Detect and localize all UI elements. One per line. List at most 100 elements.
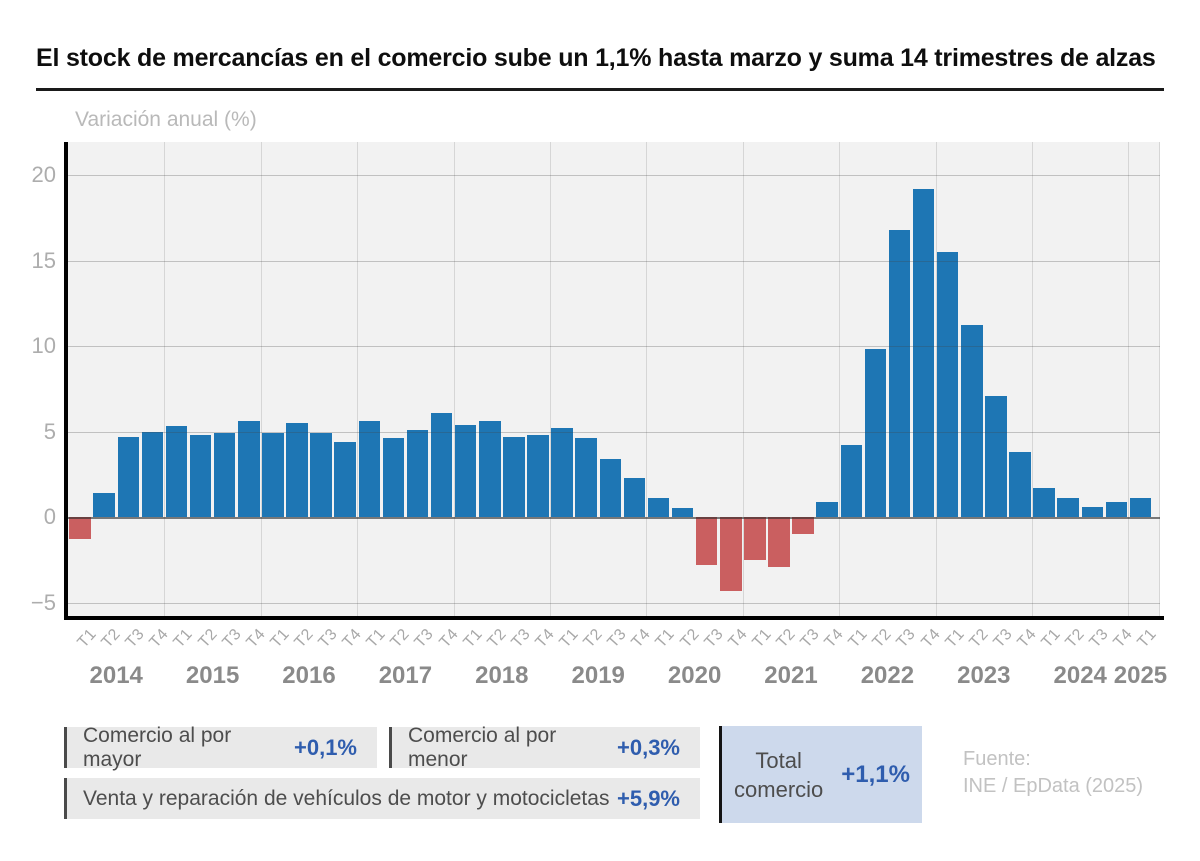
x-tick-label: T2 [677,626,703,652]
x-tick-label: T3 [219,626,245,652]
legend-badge-comercio-mayor: Comercio al por mayor +0,1% [64,724,377,771]
source-attribution: Fuente: INE / EpData (2025) [963,746,1143,800]
gridline [68,175,1160,176]
x-tick-label: T2 [580,626,606,652]
x-tick-label: T1 [652,626,679,652]
bar [768,517,790,567]
bar [816,501,838,517]
x-tick-label: T1 [74,626,100,652]
bar [744,517,766,560]
bar [575,438,597,517]
legend-badge-total-comercio: Total comercio +1,1% [719,726,922,823]
badge-label: Comercio al por menor [408,723,557,771]
bar [888,229,911,517]
year-gridline [1032,142,1033,618]
bar [189,434,212,517]
bar [840,445,862,517]
bar [671,508,694,517]
x-tick-label: T2 [484,626,510,652]
bar [117,436,139,517]
bar [93,493,115,517]
bar [479,421,501,517]
source-line: Fuente: [963,748,1031,770]
year-gridline [550,142,551,618]
x-tick-label: T1 [363,626,389,652]
gridline [68,346,1160,347]
bar [310,433,332,517]
bar [912,188,935,517]
badge-value: +0,1% [294,734,357,760]
y-axis-title: Variación anual (%) [75,108,257,131]
year-label: 2022 [860,662,915,689]
y-tick-label: 0 [43,504,56,529]
bar [792,517,814,535]
bar [599,458,621,517]
bar [1009,452,1031,517]
bar [358,421,380,517]
bar [864,349,887,517]
bar [213,433,236,517]
bar [238,421,260,517]
x-tick-label: T4 [918,626,944,652]
x-tick-label: T4 [243,626,269,652]
x-tick-label: T4 [821,626,847,652]
year-label: 2023 [957,662,1011,689]
year-label: 2025 [1113,662,1168,689]
year-label: 2024 [1053,662,1107,689]
x-tick-label: T2 [869,626,895,652]
legend-badge-comercio-menor: Comercio al por menor +0,3% [389,724,700,771]
plot-area [68,142,1160,618]
x-tick-label: T2 [195,626,221,652]
x-tick-label: T1 [942,626,968,652]
x-tick-label: T3 [797,626,823,652]
x-tick-label: T4 [1014,626,1040,652]
x-tick-label: T1 [749,626,775,652]
bar [430,412,453,517]
bar [985,395,1007,517]
x-tick-label: T3 [893,626,920,652]
x-axis-spine [64,616,1164,620]
year-gridline [164,142,166,618]
year-label: 2014 [89,662,143,689]
x-tick-label: T4 [628,626,654,652]
bar [286,422,308,517]
year-label: 2015 [185,662,240,689]
x-tick-label: T4 [532,626,558,652]
legend-badge-venta-vehiculos: Venta y reparación de vehículos de motor… [64,778,700,819]
year-gridline [935,142,937,618]
x-tick-label: T1 [845,626,871,652]
bar [1105,501,1128,517]
y-axis-spine [64,142,68,620]
bar [527,434,549,517]
x-tick-label: T1 [170,626,197,652]
year-label: 2018 [475,662,529,689]
bar [454,424,477,517]
badge-label: Venta y reparación de vehículos de motor… [83,786,610,810]
x-tick-label: T2 [387,626,413,652]
bar [141,431,164,517]
x-tick-label: T1 [1038,626,1064,652]
y-tick-label: 15 [31,247,56,273]
x-tick-label: T1 [556,626,582,652]
y-tick-label: −5 [30,589,56,615]
bar [1081,506,1103,517]
x-tick-label: T3 [604,626,630,652]
y-tick-label: 20 [31,162,56,187]
year-gridline [839,142,841,618]
year-label: 2017 [378,662,433,689]
x-tick-label: T3 [508,626,534,652]
badge-value: +5,9% [617,785,680,811]
year-gridline [453,142,455,618]
x-tick-label: T3 [411,626,438,652]
badge-value: +1,1% [841,760,910,788]
year-label: 2020 [667,662,722,689]
x-tick-label: T3 [990,626,1016,652]
bar [503,436,525,517]
year-label: 2021 [764,662,818,689]
x-tick-label: T1 [1134,626,1161,652]
bar [334,441,356,517]
x-tick-label: T1 [460,626,486,652]
gridline [68,431,1160,433]
x-tick-label: T3 [122,626,148,652]
